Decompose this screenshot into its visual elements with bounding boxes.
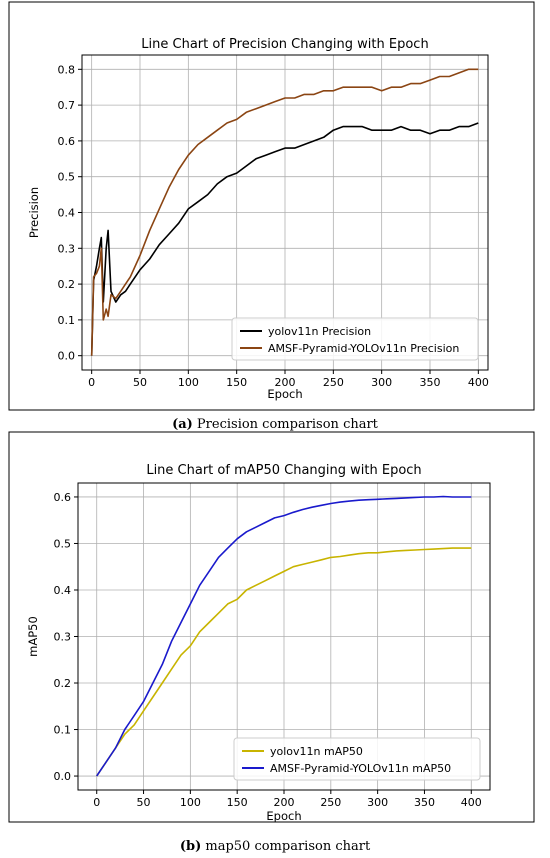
caption-text: Precision comparison chart (193, 417, 379, 432)
chart-title: Line Chart of mAP50 Changing with Epoch (146, 463, 421, 478)
y-tick-label: 0.0 (58, 350, 76, 363)
x-tick-label: 0 (88, 376, 95, 389)
y-tick-label: 0.1 (54, 724, 72, 737)
x-tick-label: 400 (468, 376, 489, 389)
legend-label-2: AMSF-Pyramid-YOLOv11n Precision (268, 342, 459, 355)
caption-text: map50 comparison chart (201, 839, 371, 854)
x-tick-label: 300 (367, 796, 388, 809)
y-tick-label: 0.3 (58, 242, 76, 255)
y-tick-label: 0.6 (58, 135, 76, 148)
x-axis-label: Epoch (266, 809, 301, 823)
y-tick-label: 0.7 (58, 99, 76, 112)
x-tick-label: 300 (371, 376, 392, 389)
series-line-1 (96, 547, 472, 777)
x-tick-label: 0 (93, 796, 100, 809)
x-tick-label: 150 (226, 376, 247, 389)
x-axis-label: Epoch (267, 387, 302, 401)
x-tick-label: 100 (178, 376, 199, 389)
figure-frame (8, 1, 535, 411)
chart-1: 0 50 100 150 200 250 300 350 400 0.0 0.1 0.2 0.3 0.4 0… (8, 1, 535, 432)
caption-label: (a) (172, 417, 193, 432)
y-axis-label: Precision (27, 187, 41, 238)
x-tick-label: 50 (137, 796, 151, 809)
legend-label-2: AMSF-Pyramid-YOLOv11n mAP50 (270, 762, 451, 775)
legend-box (231, 317, 479, 361)
x-tick-label: 250 (320, 796, 341, 809)
legend: yolov11n mAP50 AMSF-Pyramid-YOLOv11n mAP5… (233, 737, 481, 781)
x-tick-label: 400 (461, 796, 482, 809)
y-tick-label: 0.4 (58, 207, 76, 220)
chart-2: 0 50 100 150 200 250 300 350 400 0.0 0.1 0.2 0.3 0.4 0… (8, 431, 535, 854)
x-tick-label: 200 (274, 796, 295, 809)
caption-label: (b) (180, 839, 201, 854)
y-tick-label: 0.6 (54, 491, 72, 504)
y-tick-label: 0.0 (54, 770, 72, 783)
figure-frame (8, 431, 535, 823)
x-tick-label: 350 (414, 796, 435, 809)
y-tick-label: 0.8 (58, 63, 76, 76)
y-tick-label: 0.3 (54, 631, 72, 644)
series-line-1 (90, 122, 479, 356)
y-tick-label: 0.5 (58, 171, 76, 184)
chart-title: Line Chart of Precision Changing with Ep… (141, 37, 428, 52)
series-line-2 (90, 68, 479, 356)
series-line-2 (96, 495, 472, 777)
y-tick-label: 0.5 (54, 537, 72, 550)
legend: yolov11n Precision AMSF-Pyramid-YOLOv11n … (231, 317, 479, 361)
figure-caption: (a) Precision comparison chart (172, 417, 379, 432)
x-tick-label: 250 (323, 376, 344, 389)
y-tick-label: 0.1 (58, 314, 76, 327)
y-tick-label: 0.2 (54, 677, 72, 690)
y-axis-label: mAP50 (26, 616, 40, 657)
x-tick-label: 150 (227, 796, 248, 809)
x-tick-label: 350 (420, 376, 441, 389)
figure-caption: (b) map50 comparison chart (180, 839, 371, 854)
x-tick-label: 100 (180, 796, 201, 809)
legend-label-1: yolov11n mAP50 (270, 745, 363, 758)
x-tick-label: 50 (133, 376, 147, 389)
y-tick-label: 0.4 (54, 584, 72, 597)
x-tick-label: 200 (275, 376, 296, 389)
legend-label-1: yolov11n Precision (268, 325, 371, 338)
legend-box (233, 737, 481, 781)
y-tick-label: 0.2 (58, 278, 76, 291)
